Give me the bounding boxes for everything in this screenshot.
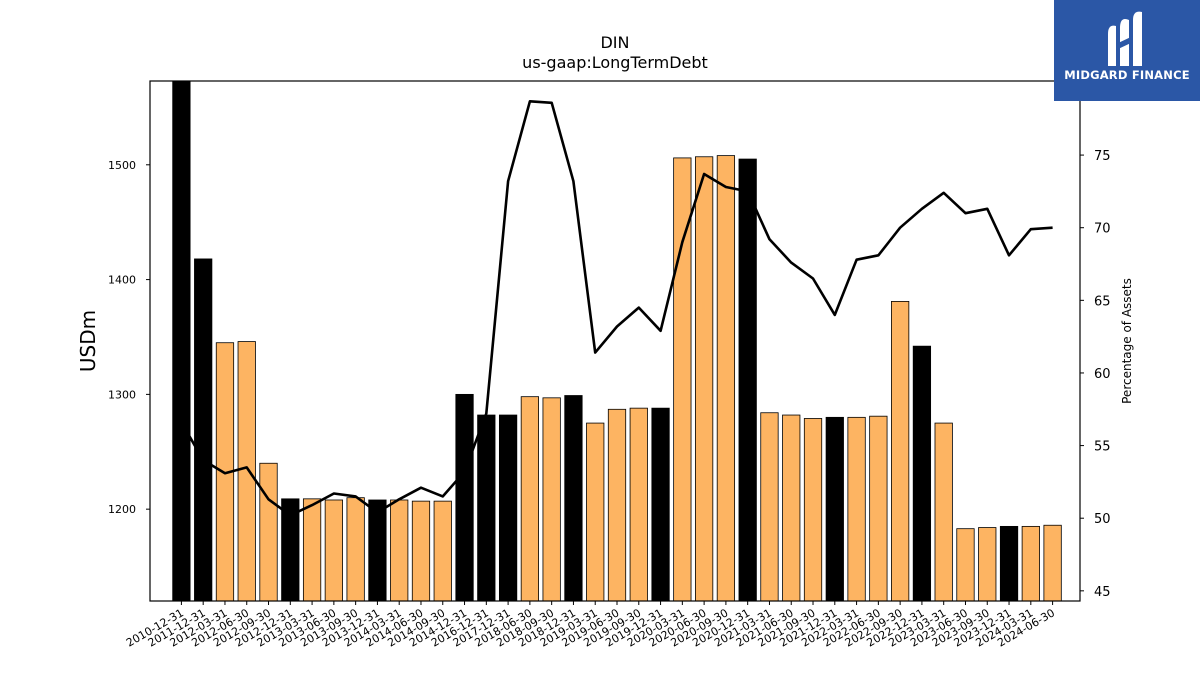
bar-2022-09-30 [891, 300, 910, 602]
bar-2024-06-30 [1043, 524, 1062, 602]
bar-2020-09-30 [716, 155, 736, 602]
bar-2017-12-31 [498, 414, 518, 602]
y2-tick-label: 45 [1094, 585, 1111, 600]
bar-2018-06-30 [520, 396, 539, 602]
bar-2020-12-31 [738, 158, 757, 602]
chart-subtitle: us-gaap:LongTermDebt [522, 53, 708, 72]
y-tick-label: 1400 [108, 274, 136, 287]
bar-2023-09-30 [978, 527, 997, 602]
y-tick-label: 1500 [108, 159, 136, 172]
bar-2014-06-30 [411, 500, 431, 602]
y2-tick-label: 55 [1094, 440, 1111, 455]
bar-2010-12-31 [172, 80, 191, 602]
y2-tick-label: 65 [1094, 294, 1111, 309]
bars [172, 80, 1062, 602]
brand-logo: MIDGARD FINANCE [1054, 0, 1200, 101]
bar-2022-12-31 [912, 345, 932, 602]
chart-title: DIN [600, 33, 629, 52]
bar-2013-03-31 [302, 498, 322, 602]
brand-name: MIDGARD FINANCE [1064, 68, 1190, 82]
y-tick-label: 1200 [108, 503, 136, 516]
y2-tick-label: 70 [1094, 222, 1111, 237]
y2-tick-label: 60 [1094, 367, 1111, 382]
bar-2018-12-31 [564, 395, 583, 602]
bar-2013-09-30 [346, 497, 365, 602]
bar-2023-12-31 [999, 525, 1019, 602]
bar-2019-06-30 [607, 408, 627, 602]
bar-2014-12-31 [455, 393, 474, 602]
bar-2014-03-31 [390, 499, 409, 602]
line-series [180, 100, 1053, 517]
bar-2021-06-30 [782, 414, 801, 602]
y2-tick-label: 50 [1094, 512, 1111, 527]
bar-2020-06-30 [695, 156, 714, 602]
y2-axis-label: Percentage of Assets [1120, 278, 1134, 404]
plot-frame [149, 80, 1081, 602]
bar-2014-09-30 [433, 500, 452, 602]
bar-2018-09-30 [542, 397, 561, 602]
bar-2011-12-31 [194, 258, 213, 602]
bar-2024-03-31 [1021, 525, 1040, 602]
midgard-logo-icon [1108, 11, 1142, 66]
bar-2021-12-31 [825, 416, 844, 602]
bar-2021-09-30 [803, 418, 823, 602]
bar-2019-03-31 [586, 422, 605, 602]
y-axis-label: USDm [76, 310, 100, 372]
axes: 1200130014001500455055606570752010-12-31… [108, 80, 1111, 650]
bar-2012-06-30 [237, 341, 256, 602]
bar-2023-03-31 [934, 422, 953, 602]
bar-2022-06-30 [869, 415, 888, 602]
bar-2016-12-31 [477, 414, 496, 602]
bar-2013-12-31 [368, 499, 387, 602]
bar-2013-06-30 [324, 499, 343, 602]
bar-2023-06-30 [956, 528, 975, 602]
bar-2012-09-30 [259, 462, 278, 602]
bar-2022-03-31 [847, 416, 866, 602]
bar-2021-03-31 [760, 412, 779, 602]
bar-2019-12-31 [651, 407, 670, 602]
line-percentage-of-assets [180, 100, 1053, 517]
bar-2019-09-30 [629, 407, 648, 602]
y2-tick-label: 75 [1094, 149, 1111, 164]
y-tick-label: 1300 [108, 388, 136, 401]
